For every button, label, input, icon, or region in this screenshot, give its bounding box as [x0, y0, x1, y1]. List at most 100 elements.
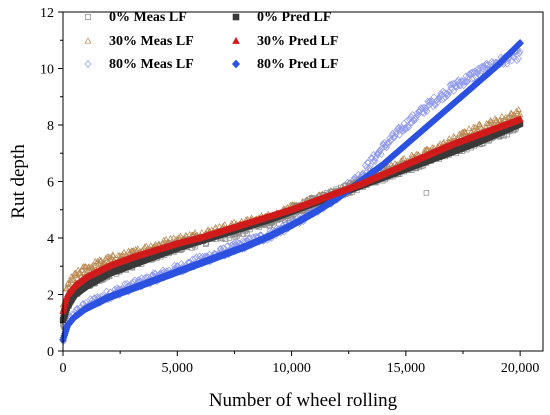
measured-point	[453, 83, 461, 91]
measured-point	[448, 80, 455, 89]
legend-marker	[231, 59, 241, 69]
measured-point	[216, 245, 224, 253]
measured-point	[68, 273, 75, 280]
legend: 0% Meas LF 0% Pred LF 30% Meas LF 30% Pred …	[84, 10, 338, 72]
measured-point	[516, 47, 524, 56]
measured-point	[371, 157, 379, 165]
measured-point	[147, 242, 154, 249]
measured-point	[97, 257, 104, 264]
y-tick-label: 2	[47, 289, 54, 304]
measured-point	[513, 56, 521, 64]
legend-label: 30% Pred LF	[257, 34, 338, 49]
legend-marker	[232, 36, 240, 44]
measured-point	[474, 69, 481, 78]
x-tick-label: 0	[60, 361, 67, 376]
measured-point	[463, 77, 471, 86]
measured-point	[433, 96, 441, 104]
measured-point	[390, 133, 397, 142]
measured-point	[432, 101, 439, 109]
x-tick-label: 5,000	[162, 361, 194, 376]
y-tick-label: 8	[47, 119, 54, 134]
y-tick-label: 0	[47, 345, 54, 360]
measured-point	[385, 138, 393, 146]
measured-point	[407, 112, 415, 121]
measured-point	[377, 146, 384, 154]
measured-point	[109, 251, 116, 258]
measured-point	[510, 53, 518, 61]
measured-point	[470, 74, 477, 83]
measured-point	[493, 116, 500, 123]
y-axis-label: Rut depth	[8, 144, 29, 219]
measured-point	[515, 106, 522, 113]
measured-point	[221, 221, 229, 227]
legend-entry: 30% Pred LF	[232, 34, 338, 49]
legend-marker	[84, 60, 92, 68]
legend-label: 80% Meas LF	[109, 57, 194, 72]
measured-point	[429, 102, 437, 111]
measured-point	[471, 123, 479, 130]
measured-point	[70, 275, 77, 282]
measured-point	[102, 254, 109, 261]
measured-point	[483, 61, 491, 69]
predicted-point	[516, 115, 524, 123]
predicted-point	[516, 38, 524, 48]
series-30-pred-lf	[59, 115, 524, 315]
legend-entry: 0% Pred LF	[232, 10, 331, 25]
measured-point	[477, 124, 485, 131]
measured-point	[498, 112, 506, 119]
legend-label: 0% Pred LF	[257, 10, 331, 25]
x-tick-label: 20,000	[501, 361, 540, 376]
legend-marker	[232, 13, 240, 21]
y-tick-label: 12	[40, 6, 54, 21]
measured-point	[244, 230, 250, 237]
measured-point	[230, 218, 238, 225]
measured-point	[408, 119, 416, 127]
measured-point	[440, 95, 448, 103]
measured-point	[150, 269, 158, 277]
legend-label: 80% Pred LF	[257, 57, 338, 72]
x-tick-label: 15,000	[387, 361, 426, 376]
measured-point	[412, 113, 420, 121]
measured-point	[456, 78, 464, 86]
measured-point	[78, 266, 86, 273]
legend-marker	[84, 37, 92, 44]
measured-point	[437, 89, 445, 98]
measured-point	[400, 154, 408, 161]
legend-entry: 80% Meas LF	[84, 57, 194, 72]
measured-point	[141, 243, 148, 250]
measured-point	[465, 125, 473, 132]
measured-point	[369, 157, 377, 166]
measured-point	[508, 110, 515, 117]
measured-point	[97, 257, 105, 264]
legend-entry: 30% Meas LF	[84, 34, 194, 49]
measured-point	[134, 245, 142, 252]
measured-point	[423, 107, 431, 115]
measured-point	[426, 97, 434, 105]
measured-point	[510, 111, 517, 118]
legend-entry: 80% Pred LF	[231, 57, 338, 72]
legend-label: 30% Meas LF	[109, 34, 194, 49]
measured-point	[479, 64, 487, 73]
measured-point	[483, 59, 490, 67]
measured-point	[424, 97, 432, 106]
measured-point	[66, 281, 74, 288]
measured-point	[63, 284, 71, 291]
series-80-meas-lf	[59, 47, 524, 345]
measured-point	[110, 252, 117, 259]
x-tick-label: 10,000	[272, 361, 311, 376]
y-axis: 0 2 4 6 8 10 12	[40, 6, 63, 360]
measured-point	[403, 124, 410, 132]
y-tick-label: 10	[40, 63, 54, 78]
measured-point	[423, 190, 430, 196]
measured-point	[121, 280, 129, 288]
measured-point	[461, 78, 469, 86]
measured-point	[464, 77, 471, 86]
measured-point	[62, 285, 70, 292]
series-layer	[59, 38, 524, 345]
measured-point	[212, 223, 219, 230]
measured-point	[515, 55, 522, 63]
measured-point	[377, 150, 385, 159]
x-axis: 0 5,000 10,000 15,000 20,000	[60, 351, 540, 376]
y-tick-label: 4	[47, 232, 54, 247]
